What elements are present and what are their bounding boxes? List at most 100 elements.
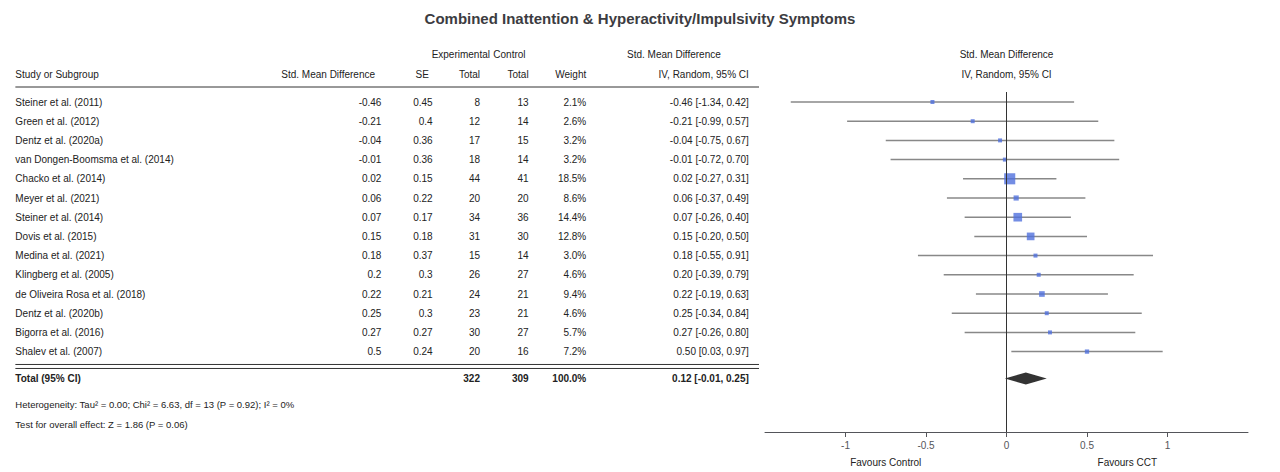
svg-text:30: 30: [518, 231, 530, 242]
svg-text:0.24: 0.24: [413, 346, 433, 357]
svg-text:0.18: 0.18: [362, 250, 382, 261]
svg-text:26: 26: [469, 269, 481, 280]
svg-text:9.4%: 9.4%: [563, 289, 586, 300]
svg-text:IV, Random, 95% CI: IV, Random, 95% CI: [659, 69, 749, 80]
svg-text:0.06: 0.06: [362, 193, 382, 204]
svg-text:Bigorra et al. (2016): Bigorra et al. (2016): [15, 327, 103, 338]
svg-text:12.8%: 12.8%: [558, 231, 586, 242]
svg-text:0.22: 0.22: [362, 289, 382, 300]
svg-text:Chacko et al. (2014): Chacko et al. (2014): [15, 173, 105, 184]
svg-text:-0.46 [-1.34, 0.42]: -0.46 [-1.34, 0.42]: [670, 97, 749, 108]
svg-text:16: 16: [518, 346, 530, 357]
svg-text:3.0%: 3.0%: [563, 250, 586, 261]
svg-text:0.07: 0.07: [362, 212, 382, 223]
svg-text:44: 44: [469, 173, 481, 184]
svg-text:Medina et al. (2021): Medina et al. (2021): [15, 250, 104, 261]
svg-text:14.4%: 14.4%: [558, 212, 586, 223]
svg-text:IV, Random, 95% CI: IV, Random, 95% CI: [961, 69, 1051, 80]
svg-text:4.6%: 4.6%: [563, 308, 586, 319]
svg-text:21: 21: [518, 289, 530, 300]
svg-text:18: 18: [469, 154, 481, 165]
svg-text:15: 15: [518, 135, 530, 146]
svg-text:Std. Mean Difference: Std. Mean Difference: [960, 49, 1054, 60]
svg-text:0.37: 0.37: [413, 250, 433, 261]
svg-text:-0.04 [-0.75, 0.67]: -0.04 [-0.75, 0.67]: [670, 135, 749, 146]
svg-text:0.3: 0.3: [419, 269, 433, 280]
svg-text:322: 322: [463, 373, 480, 384]
svg-text:Experimental: Experimental: [432, 49, 490, 60]
svg-text:-0.01 [-0.72, 0.70]: -0.01 [-0.72, 0.70]: [670, 154, 749, 165]
svg-text:Steiner et al. (2011): Steiner et al. (2011): [15, 97, 102, 108]
svg-text:14: 14: [518, 116, 530, 127]
svg-text:Total: Total: [459, 69, 480, 80]
svg-text:0.45: 0.45: [413, 97, 433, 108]
svg-text:5.7%: 5.7%: [563, 327, 586, 338]
svg-text:0.25: 0.25: [362, 308, 382, 319]
svg-text:van Dongen-Boomsma et al. (201: van Dongen-Boomsma et al. (2014): [15, 154, 173, 165]
svg-text:0.50 [0.03, 0.97]: 0.50 [0.03, 0.97]: [677, 346, 750, 357]
svg-text:Study or Subgroup: Study or Subgroup: [15, 69, 99, 80]
svg-text:21: 21: [518, 308, 530, 319]
svg-text:0.27 [-0.26, 0.80]: 0.27 [-0.26, 0.80]: [673, 327, 749, 338]
svg-text:Meyer et al. (2021): Meyer et al. (2021): [15, 193, 99, 204]
svg-text:-1: -1: [841, 440, 850, 451]
svg-text:4.6%: 4.6%: [563, 269, 586, 280]
svg-text:de Oliveira Rosa et al. (2018): de Oliveira Rosa et al. (2018): [15, 289, 145, 300]
svg-text:Steiner et al. (2014): Steiner et al. (2014): [15, 212, 103, 223]
svg-text:31: 31: [469, 231, 481, 242]
svg-text:34: 34: [469, 212, 481, 223]
svg-text:-0.04: -0.04: [359, 135, 382, 146]
svg-text:0.22: 0.22: [413, 193, 433, 204]
svg-text:0.15 [-0.20, 0.50]: 0.15 [-0.20, 0.50]: [673, 231, 749, 242]
svg-text:100.0%: 100.0%: [552, 373, 586, 384]
svg-text:0.21: 0.21: [413, 289, 433, 300]
svg-text:0.36: 0.36: [413, 154, 433, 165]
svg-text:0.06 [-0.37, 0.49]: 0.06 [-0.37, 0.49]: [673, 193, 749, 204]
svg-text:8: 8: [474, 97, 480, 108]
svg-text:41: 41: [518, 173, 530, 184]
svg-text:-0.21 [-0.99, 0.57]: -0.21 [-0.99, 0.57]: [670, 116, 749, 127]
svg-text:24: 24: [469, 289, 481, 300]
svg-text:0.3: 0.3: [419, 308, 433, 319]
svg-text:309: 309: [512, 373, 529, 384]
svg-text:3.2%: 3.2%: [563, 154, 586, 165]
svg-text:27: 27: [518, 327, 530, 338]
svg-text:Weight: Weight: [555, 69, 586, 80]
svg-text:Test for overall effect: Z = 1: Test for overall effect: Z = 1.86 (P = 0…: [15, 419, 187, 430]
svg-text:Dentz et al. (2020a): Dentz et al. (2020a): [15, 135, 103, 146]
svg-text:0.22 [-0.19, 0.63]: 0.22 [-0.19, 0.63]: [673, 289, 749, 300]
svg-text:Heterogeneity: Tau² = 0.00; Ch: Heterogeneity: Tau² = 0.00; Chi² = 6.63,…: [15, 399, 294, 410]
svg-text:17: 17: [469, 135, 481, 146]
svg-text:15: 15: [469, 250, 481, 261]
svg-text:20: 20: [518, 193, 530, 204]
svg-text:Shalev et al. (2007): Shalev et al. (2007): [15, 346, 102, 357]
svg-text:0: 0: [1004, 440, 1010, 451]
svg-text:0.15: 0.15: [413, 173, 433, 184]
svg-text:0.15: 0.15: [362, 231, 382, 242]
svg-text:0.17: 0.17: [413, 212, 433, 223]
svg-text:Combined Inattention & Hyperac: Combined Inattention & Hyperactivity/Imp…: [425, 10, 856, 27]
svg-text:7.2%: 7.2%: [563, 346, 586, 357]
svg-text:Dovis et al. (2015): Dovis et al. (2015): [15, 231, 96, 242]
svg-text:0.18: 0.18: [413, 231, 433, 242]
svg-text:14: 14: [518, 250, 530, 261]
svg-text:0.20 [-0.39, 0.79]: 0.20 [-0.39, 0.79]: [673, 269, 749, 280]
svg-text:Green et al. (2012): Green et al. (2012): [15, 116, 99, 127]
svg-text:0.2: 0.2: [368, 269, 382, 280]
svg-text:0.27: 0.27: [413, 327, 433, 338]
svg-text:0.02 [-0.27, 0.31]: 0.02 [-0.27, 0.31]: [673, 173, 749, 184]
svg-text:Favours Control: Favours Control: [850, 457, 921, 468]
svg-text:27: 27: [518, 269, 530, 280]
svg-text:0.5: 0.5: [368, 346, 382, 357]
svg-text:3.2%: 3.2%: [563, 135, 586, 146]
svg-text:Total (95% CI): Total (95% CI): [15, 373, 80, 384]
svg-text:0.12 [-0.01, 0.25]: 0.12 [-0.01, 0.25]: [672, 373, 749, 384]
svg-text:Favours CCT: Favours CCT: [1098, 457, 1157, 468]
svg-text:0.36: 0.36: [413, 135, 433, 146]
svg-text:Dentz et al. (2020b): Dentz et al. (2020b): [15, 308, 103, 319]
svg-text:8.6%: 8.6%: [563, 193, 586, 204]
svg-text:0.07 [-0.26, 0.40]: 0.07 [-0.26, 0.40]: [673, 212, 749, 223]
svg-text:18.5%: 18.5%: [558, 173, 586, 184]
svg-text:2.1%: 2.1%: [563, 97, 586, 108]
svg-text:20: 20: [469, 346, 481, 357]
